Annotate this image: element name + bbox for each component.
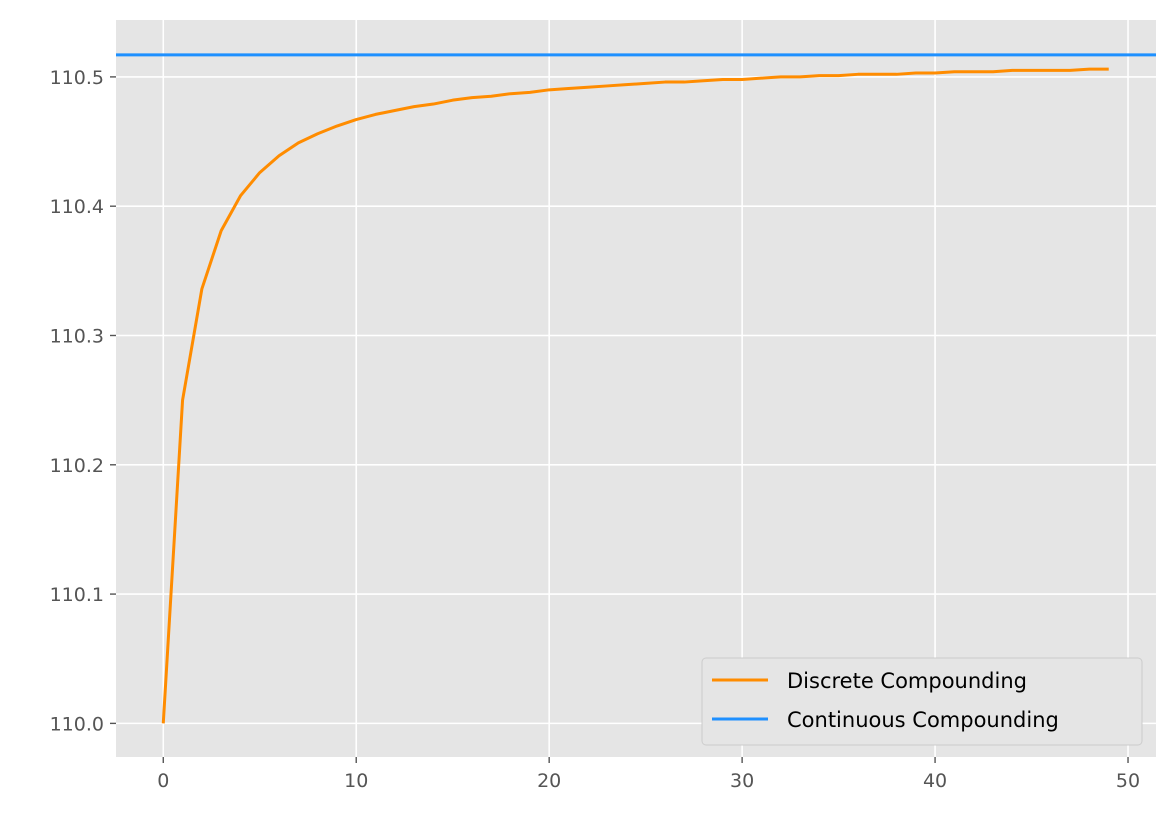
y-tick-label: 110.2 (50, 455, 104, 477)
y-tick-label: 110.0 (50, 713, 104, 735)
x-tick-labels: 0 10 20 30 40 50 (157, 757, 1140, 792)
y-tick-label: 110.3 (50, 325, 104, 347)
grid (116, 20, 1156, 757)
series-group (116, 53, 1156, 724)
y-tick-label: 110.5 (50, 67, 104, 89)
y-tick-label: 110.1 (50, 584, 104, 606)
legend: Discrete Compounding Continuous Compound… (701, 657, 1143, 746)
x-tick-label: 0 (157, 770, 169, 792)
legend-box (701, 657, 1143, 746)
legend-label-discrete: Discrete Compounding (787, 669, 1027, 693)
x-tick-label: 10 (344, 770, 368, 792)
x-tick-label: 20 (537, 770, 561, 792)
legend-label-continuous: Continuous Compounding (787, 708, 1059, 732)
y-tick-labels: 110.0 110.1 110.2 110.3 110.4 110.5 (50, 67, 116, 735)
x-tick-label: 40 (923, 770, 947, 792)
series-line-discrete (161, 67, 1109, 724)
plot-background (116, 20, 1156, 757)
x-tick-label: 50 (1116, 770, 1140, 792)
x-tick-label: 30 (730, 770, 754, 792)
y-tick-label: 110.4 (50, 196, 104, 218)
